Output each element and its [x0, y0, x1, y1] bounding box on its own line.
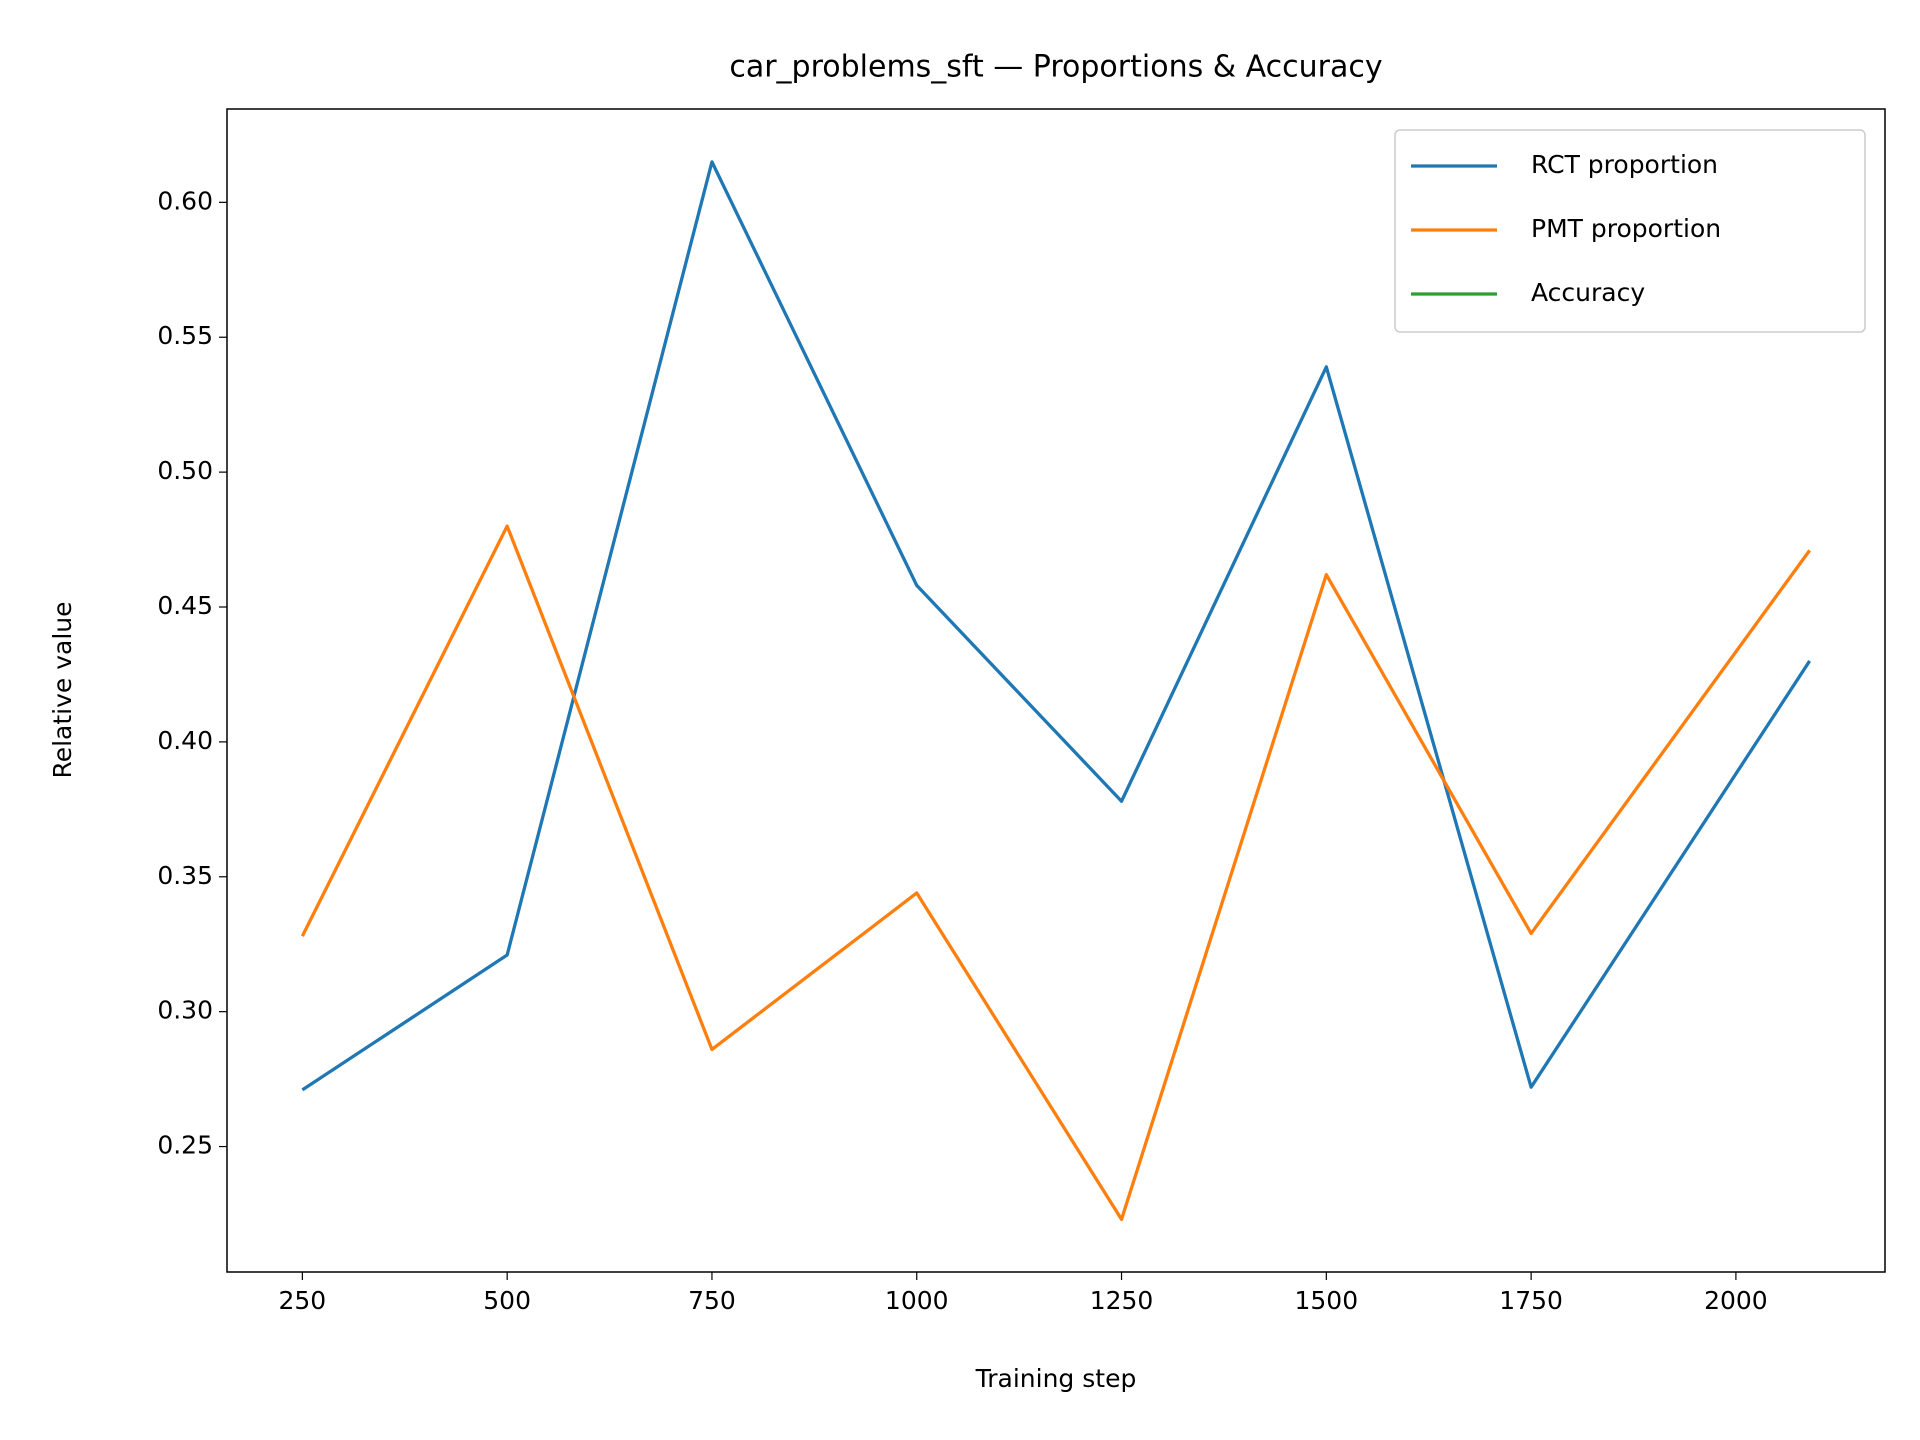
plot-frame: [226, 108, 1886, 1273]
x-axis-label: Training step: [975, 1364, 1137, 1393]
x-tick-label: 750: [688, 1286, 736, 1315]
x-tick-label: 1750: [1499, 1286, 1563, 1315]
legend-box: [1394, 129, 1866, 333]
x-tick-label: 1250: [1090, 1286, 1154, 1315]
y-tick-label: 0.35: [157, 861, 213, 890]
x-tick-label: 250: [279, 1286, 327, 1315]
legend-label: Accuracy: [1531, 278, 1645, 307]
y-tick-label: 0.50: [157, 456, 213, 485]
data-line: [300, 524, 1811, 1222]
x-tick-label: 2000: [1704, 1286, 1768, 1315]
x-tick-label: 1500: [1295, 1286, 1359, 1315]
y-tick-label: 0.40: [157, 726, 213, 755]
y-axis-label: Relative value: [48, 601, 77, 778]
legend-label: PMT proportion: [1531, 214, 1721, 243]
legend-label: RCT proportion: [1531, 150, 1718, 179]
x-tick-label: 500: [483, 1286, 531, 1315]
chart-title: car_problems_sft — Proportions & Accurac…: [729, 50, 1382, 85]
x-tick-label: 1000: [885, 1286, 949, 1315]
y-tick-label: 0.30: [157, 996, 213, 1025]
data-line: [301, 160, 1812, 1092]
y-tick-label: 0.55: [157, 321, 213, 350]
y-tick-label: 0.45: [157, 591, 213, 620]
y-tick-label: 0.60: [157, 186, 213, 215]
y-tick-label: 0.25: [157, 1131, 213, 1160]
